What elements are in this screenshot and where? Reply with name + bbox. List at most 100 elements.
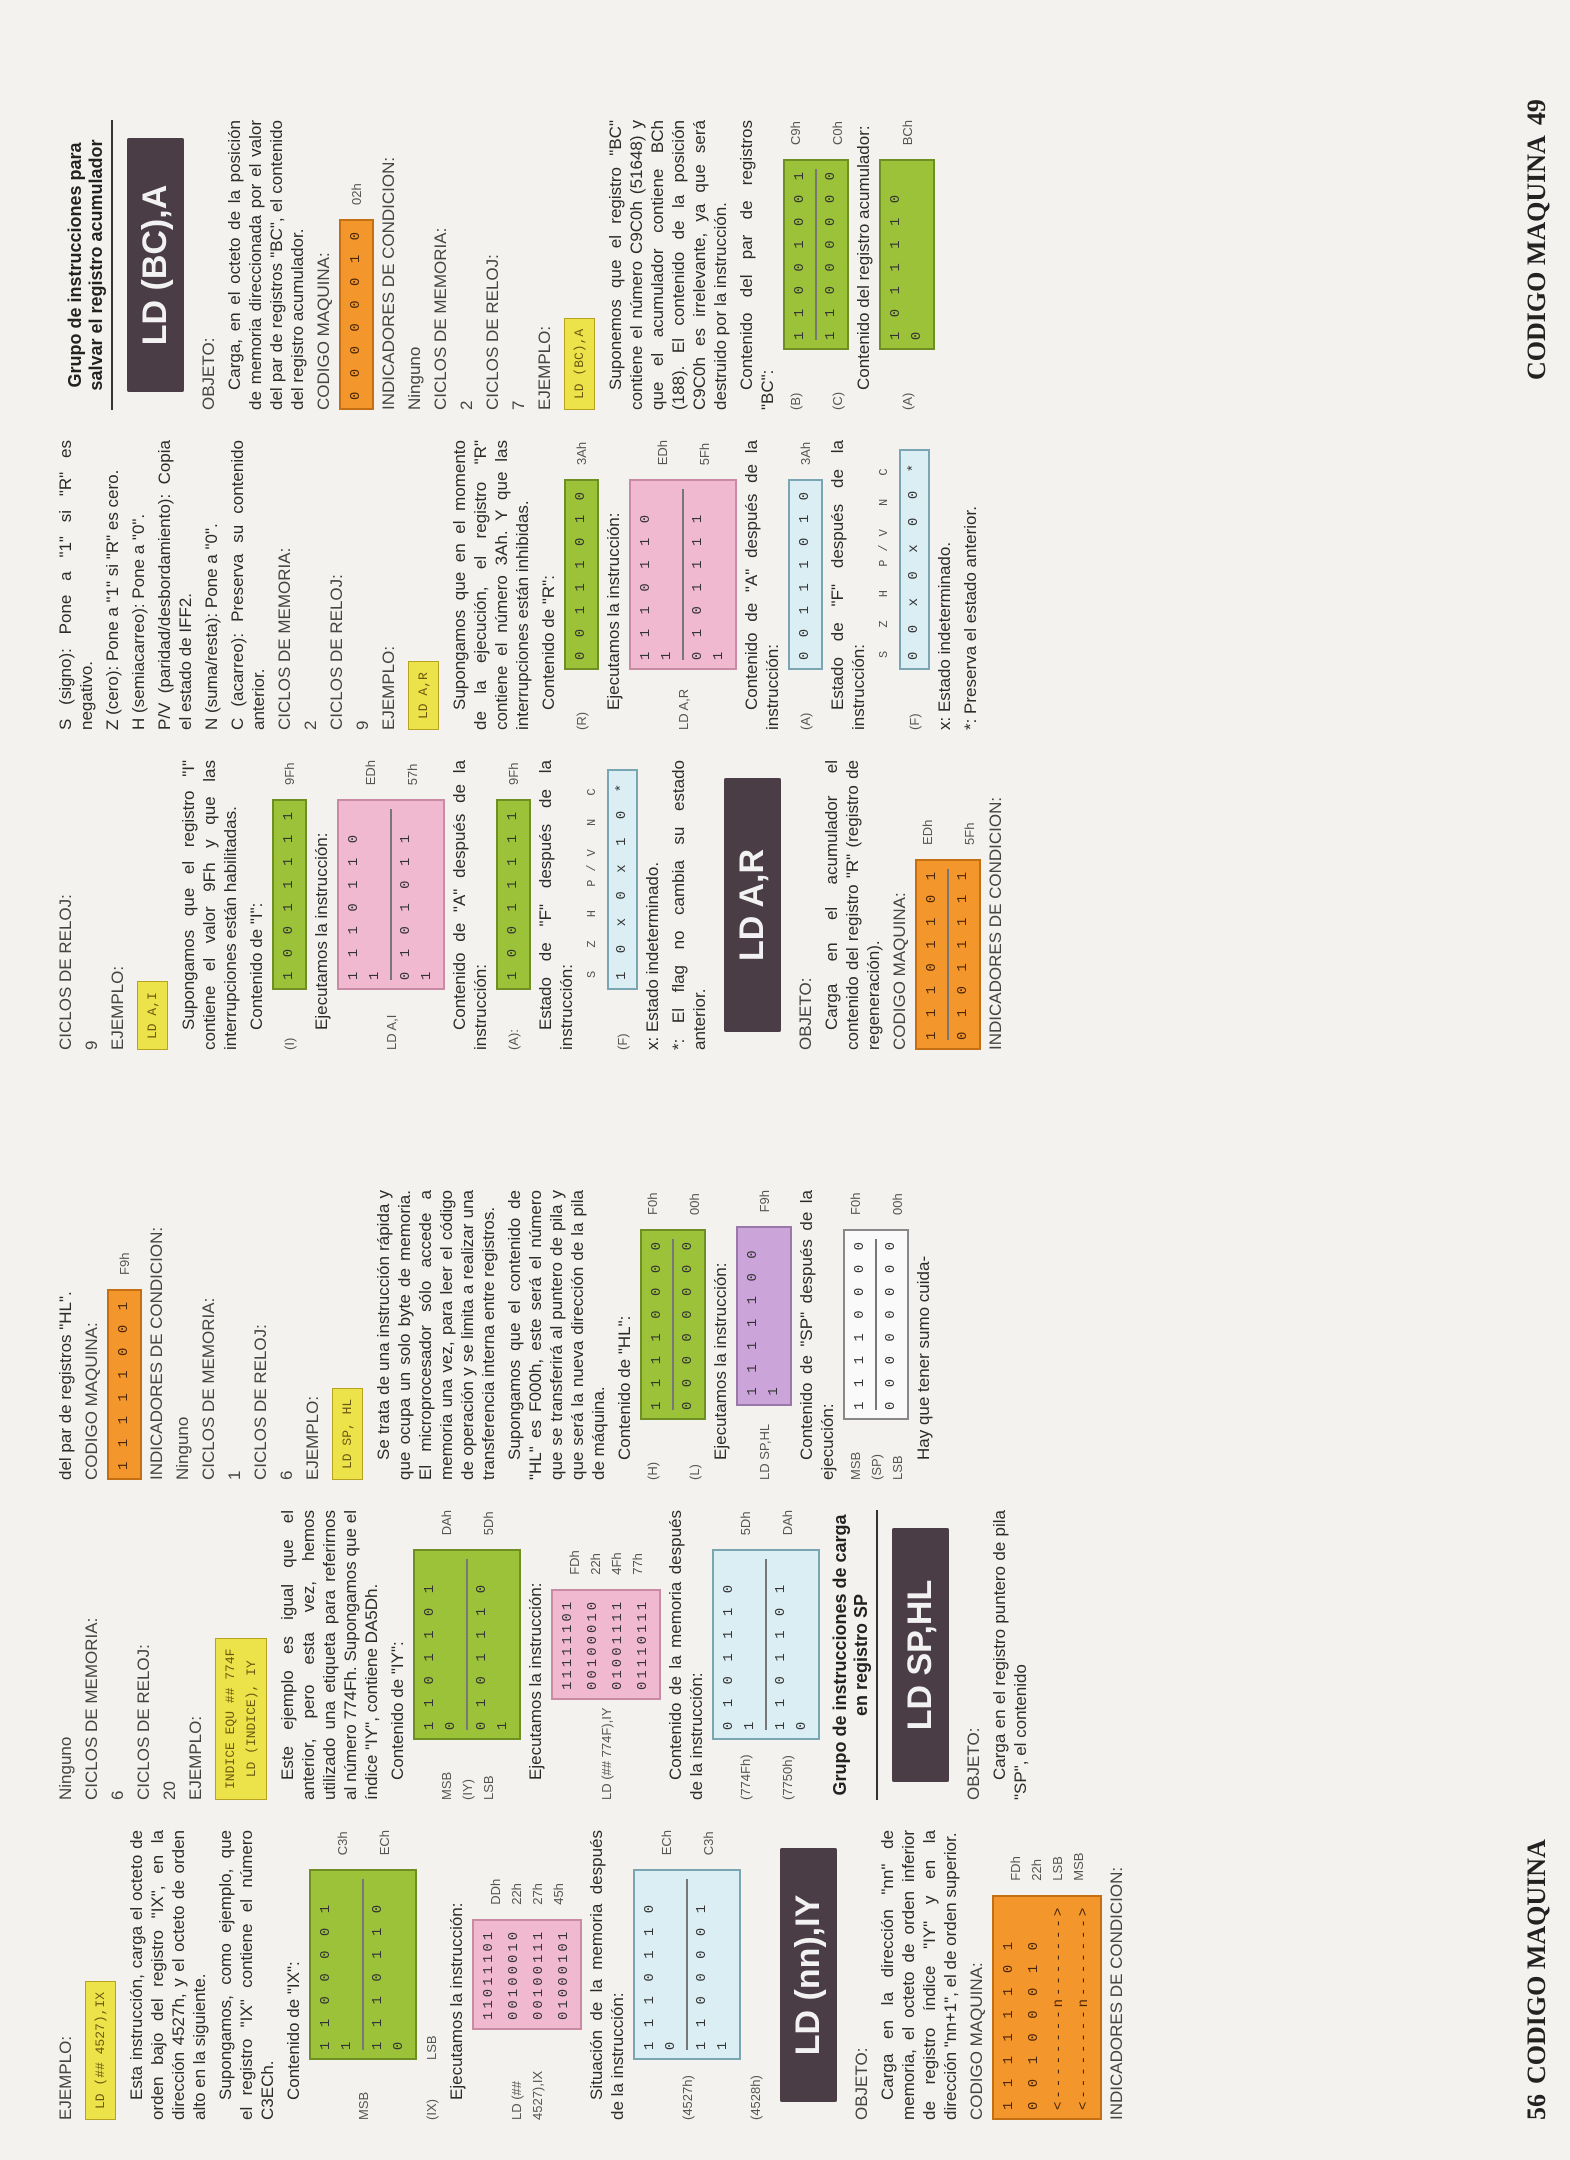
heading-ciclos-memoria: CICLOS DE MEMORIA:: [199, 1297, 218, 1480]
value: Ninguno: [405, 346, 424, 410]
paragraph: Contenido de la memoria después de la in…: [666, 1510, 706, 1800]
heading-indicadores: INDICADORES DE CONDICION:: [147, 1226, 166, 1480]
paragraph: Ejecutamos la instrucción:: [312, 832, 331, 1030]
heading-codigo-maquina: CODIGO MAQUINA:: [967, 1962, 986, 2120]
value: 6: [277, 1470, 296, 1480]
paragraph: C (acarreo): Preserva su contenido anter…: [228, 440, 268, 730]
paragraph: Contenido de "HL":: [615, 1315, 634, 1460]
code-example-tag: LD (BC),A: [564, 317, 595, 410]
column-2: Ninguno CICLOS DE MEMORIA: 6 CICLOS DE R…: [55, 1510, 1525, 1800]
instruction-title: LD (nn),IY: [780, 1848, 837, 2102]
paragraph: Estado de "F" después de la instrucción:: [828, 440, 868, 730]
instruction-title: LD A,R: [724, 778, 781, 1032]
paragraph: Ejecutamos la instrucción:: [711, 1262, 730, 1460]
column-5: S (signo): Pone a "1" si "R" es negativo…: [55, 440, 1525, 730]
execution-row: LD (## 4527),IX 11011101 00100010 00100111 0…: [472, 1830, 582, 2120]
heading-ejemplo: EJEMPLO:: [535, 325, 554, 410]
paragraph: Supongamos que el contenido de "HL" es F…: [505, 1190, 608, 1480]
register-row: (A) 1 0 1 1 1 1 0 0 BCh: [879, 120, 935, 410]
paragraph: Supongamos que en el momento de la ejecu…: [450, 440, 532, 730]
paragraph: S (signo): Pone a "1" si "R" es negativo…: [56, 440, 96, 730]
heading-indicadores: INDICADORES DE CONDICION:: [986, 796, 1005, 1050]
note: *: El flag no cambia su estado anterior.: [669, 760, 709, 1050]
execution-row: LD (## 774F),IY 11111101 00100010 01001111 0…: [551, 1510, 661, 1800]
heading-objeto: OBJETO:: [796, 977, 815, 1050]
heading-ciclos-memoria: CICLOS DE MEMORIA:: [275, 547, 294, 730]
paragraph: Contenido de "R":: [539, 575, 558, 710]
value: 7: [509, 400, 528, 410]
value: 2: [301, 720, 320, 730]
paragraph: Contenido de "I":: [247, 902, 266, 1030]
paragraph: P/V (paridad/desbordamiento): Copia el e…: [155, 440, 195, 730]
paragraph: N (suma/resta): Pone a "0".: [202, 523, 221, 730]
note: *: Preserva el estado anterior.: [961, 506, 980, 730]
heading-codigo-maquina: CODIGO MAQUINA:: [314, 252, 333, 410]
paragraph: Carga, en el octeto de la posición de me…: [225, 120, 307, 410]
machine-code: 1 1 1 1 1 0 0 1 F9h: [107, 1190, 142, 1480]
heading-codigo-maquina: CODIGO MAQUINA:: [890, 892, 909, 1050]
code-example-tag: LD A,R: [408, 661, 439, 730]
paragraph: Contenido del registro acumulador:: [854, 125, 873, 390]
register-row: (A): 1 0 0 1 1 1 1 1 9Fh: [496, 760, 531, 1050]
paragraph: Se trata de una instrucción rápida y que…: [374, 1190, 498, 1480]
register-labels: (IX) LSB: [424, 2035, 439, 2120]
paragraph: Situación de la memoria después de la in…: [587, 1830, 627, 2120]
note: x: Estado indeterminado.: [935, 541, 954, 730]
heading-ciclos-reloj: CICLOS DE RELOJ:: [134, 1644, 153, 1800]
section-title: Grupo de instrucciones para salvar el re…: [65, 120, 113, 410]
value: Ninguno: [56, 1736, 75, 1800]
value: 6: [108, 1790, 127, 1800]
code-example-tag: LD A,I: [137, 981, 168, 1050]
machine-code: 0 0 0 0 0 0 1 0 02h: [339, 120, 374, 410]
column-3: del par de registros "HL". CODIGO MAQUIN…: [55, 1190, 1525, 1480]
heading-indicadores: INDICADORES DE CONDICION:: [1107, 1866, 1126, 2120]
paragraph: Estado de "F" después de la instrucción:: [536, 760, 576, 1050]
paragraph: del par de registros "HL".: [56, 1291, 75, 1480]
heading-objeto: OBJETO:: [852, 2047, 871, 2120]
heading-ciclos-reloj: CICLOS DE RELOJ:: [327, 574, 346, 730]
paragraph: Ejecutamos la instrucción:: [526, 1582, 545, 1780]
paragraph: Carga en el registro puntero de pila "SP…: [990, 1510, 1030, 1800]
value: Ninguno: [173, 1416, 192, 1480]
paragraph: Supongamos, como ejemplo, que el registr…: [216, 1830, 277, 2120]
note: x: Estado indeterminado.: [643, 861, 662, 1050]
paragraph: Contenido de "A" después de la instrucci…: [450, 760, 490, 1050]
heading-objeto: OBJETO:: [964, 1727, 983, 1800]
paragraph: Carga en la dirección "nn" de memoria, e…: [878, 1830, 960, 2120]
heading-ciclos-memoria: CICLOS DE MEMORIA:: [82, 1617, 101, 1800]
column-6: Grupo de instrucciones para salvar el re…: [55, 120, 1525, 410]
code-example-tag: INDICE EQU ## 774F LD (INDICE), IY: [215, 1637, 267, 1800]
paragraph: Hay que tener sumo cuida-: [914, 1255, 933, 1460]
instruction-title: LD (BC),A: [127, 138, 184, 392]
column-4: CICLOS DE RELOJ: 9 EJEMPLO: LD A,I Supon…: [55, 760, 1525, 1050]
register-row: (R) 0 0 1 1 1 0 1 0 3Ah: [564, 440, 599, 730]
heading-ciclos-reloj: CICLOS DE RELOJ:: [483, 254, 502, 410]
heading-ciclos-reloj: CICLOS DE RELOJ:: [251, 1324, 270, 1480]
paragraph: Carga en el acumulador el contenido del …: [822, 760, 883, 1050]
instruction-title: LD SP,HL: [892, 1528, 949, 1782]
heading-ejemplo: EJEMPLO:: [379, 645, 398, 730]
paragraph: Contenido de "IY":: [388, 1641, 407, 1780]
paragraph: Contenido del par de registros "BC":: [737, 120, 777, 410]
value: 2: [457, 400, 476, 410]
heading-ejemplo: EJEMPLO:: [186, 1715, 205, 1800]
paragraph: Ejecutamos la instrucción:: [447, 1902, 466, 2100]
value: 9: [353, 720, 372, 730]
register-row: (A) 0 0 1 1 1 0 1 0 3Ah: [788, 440, 823, 730]
paragraph: Suponemos que el registro "BC" contiene …: [606, 120, 730, 410]
heading-ejemplo: EJEMPLO:: [303, 1395, 322, 1480]
column-1: EJEMPLO: LD (## 4527),IX Esta instrucció…: [55, 1830, 1525, 2120]
value: 1: [225, 1470, 244, 1480]
heading-ciclos-reloj: CICLOS DE RELOJ:: [56, 894, 75, 1050]
